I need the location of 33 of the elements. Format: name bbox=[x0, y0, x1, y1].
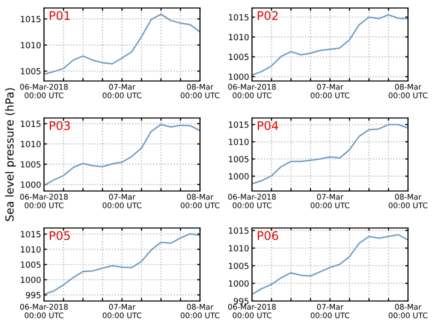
y-tick-label: 1015 bbox=[20, 120, 40, 127]
chart-title: P05 bbox=[50, 231, 70, 240]
y-tick-label: 995 bbox=[234, 298, 248, 304]
y-tick-label: 1010 bbox=[20, 140, 41, 148]
y-tick-label: 1005 bbox=[228, 156, 248, 162]
y-tick-label: 1005 bbox=[20, 261, 40, 268]
y-tick-label: 1005 bbox=[228, 54, 248, 60]
y-tick-label: 1000 bbox=[228, 280, 249, 287]
chart-title: P01 bbox=[50, 11, 70, 20]
y-tick-label: 1010 bbox=[228, 245, 249, 252]
y-tick-label: 995 bbox=[26, 292, 40, 298]
y-tick-label: 1015 bbox=[228, 14, 248, 20]
y-tick-label: 1015 bbox=[228, 122, 248, 128]
y-tick-label: 1005 bbox=[20, 68, 40, 74]
line-series bbox=[44, 233, 200, 296]
y-tick-label: 1010 bbox=[228, 138, 249, 146]
y-tick-label: 1000 bbox=[20, 276, 41, 283]
y-tick-label: 1010 bbox=[228, 34, 249, 40]
y-tick-label: 1015 bbox=[20, 231, 40, 238]
y-axis-title: Sea level pressure (hPa) bbox=[5, 88, 16, 221]
chart-title: P06 bbox=[258, 231, 278, 240]
y-tick-label: 1015 bbox=[20, 16, 40, 22]
y-tick-label: 1010 bbox=[20, 42, 41, 48]
y-tick-label: 1015 bbox=[228, 227, 248, 234]
chart-title: P02 bbox=[258, 11, 278, 20]
y-tick-label: 1000 bbox=[20, 181, 41, 188]
y-tick-label: 1000 bbox=[228, 74, 249, 80]
chart-title: P03 bbox=[50, 121, 70, 130]
y-tick-label: 1005 bbox=[228, 262, 248, 270]
y-tick-label: 1000 bbox=[228, 173, 249, 180]
y-tick-label: 1005 bbox=[20, 161, 40, 168]
chart-title: P04 bbox=[258, 121, 278, 130]
y-tick-label: 1010 bbox=[20, 246, 41, 253]
